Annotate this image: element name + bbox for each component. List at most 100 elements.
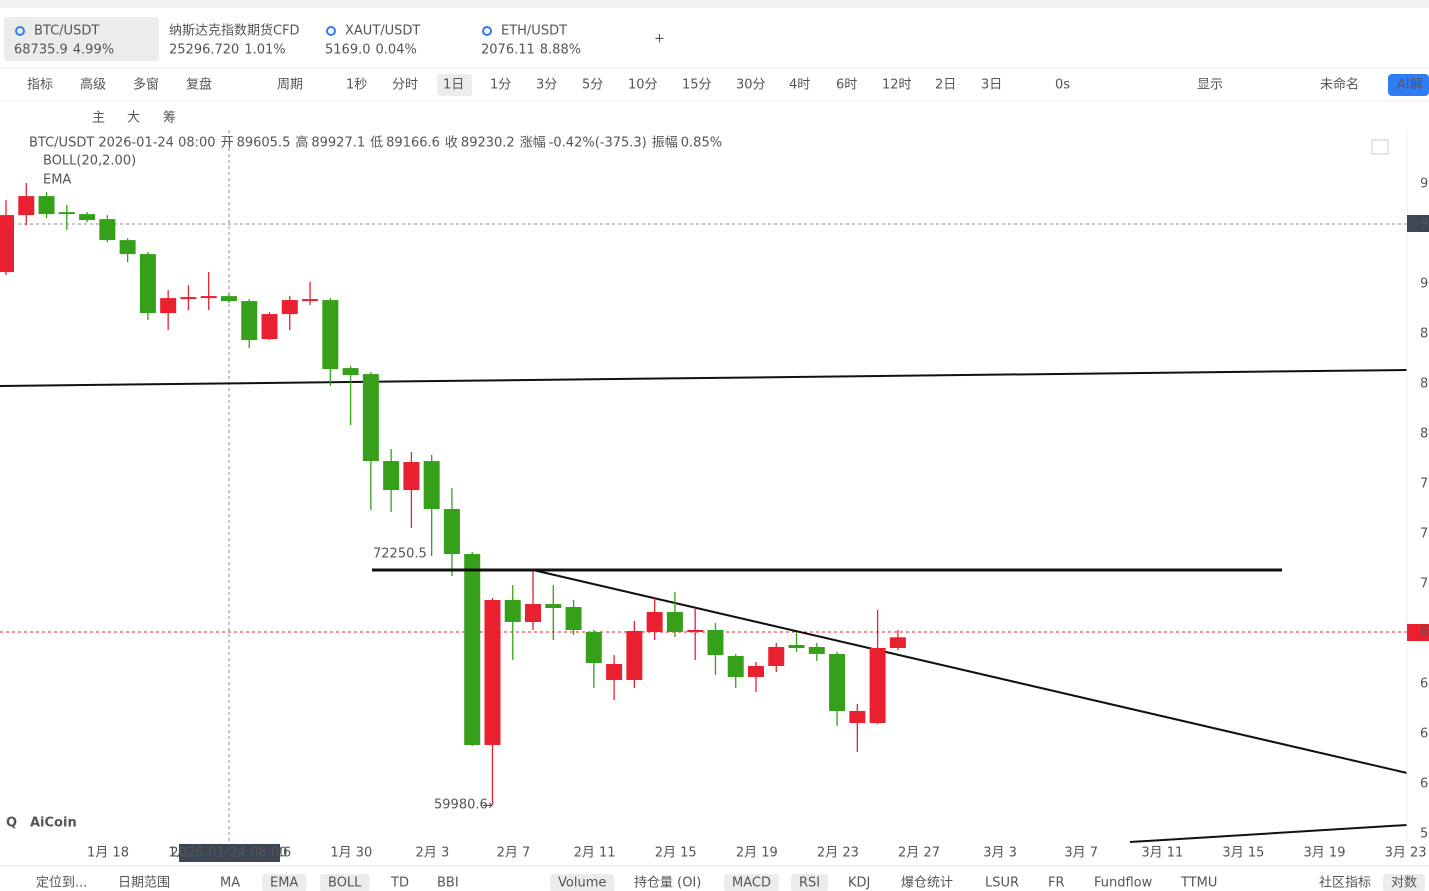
toolbar-item[interactable]: 高级 [80, 77, 106, 93]
drawing-tool[interactable]: 筹 [163, 110, 176, 126]
expand-icon[interactable] [1371, 139, 1389, 155]
candle-body [0, 215, 14, 273]
toolbar-item[interactable]: 多窗 [133, 77, 159, 93]
candle-body [200, 296, 217, 299]
candle-body [768, 646, 785, 666]
candle-body [302, 299, 319, 302]
toolbar-item[interactable]: 15分 [682, 78, 712, 93]
toolbar-item[interactable]: 未命名 [1320, 77, 1359, 93]
toolbar-item[interactable]: 4时 [789, 78, 810, 93]
ticker-symbol[interactable]: 纳斯达克指数期货CFD [169, 23, 300, 39]
bottom-item[interactable]: 爆仓统计 [901, 876, 953, 891]
date-label: 2月 15 [655, 846, 697, 861]
toolbar-item[interactable]: 0s [1055, 78, 1070, 93]
toolbar-item[interactable]: 12时 [882, 78, 912, 93]
price-axis-label: 7 [1420, 527, 1428, 542]
crosshair-date-box [179, 844, 280, 862]
toolbar-item[interactable]: 周期 [277, 78, 303, 93]
toolbar-item[interactable]: 10分 [628, 78, 658, 93]
candle-body [139, 254, 156, 314]
trend-line[interactable] [0, 369, 1408, 387]
toolbar-item[interactable]: 1分 [490, 78, 511, 93]
bottom-item[interactable]: 日期范围 [118, 876, 170, 891]
candle-body [119, 240, 136, 255]
bottom-item[interactable]: BOLL [328, 876, 362, 891]
toolbar-item[interactable]: 指标 [27, 78, 53, 93]
ai-button[interactable] [1388, 74, 1429, 96]
ticker-symbol[interactable]: BTC/USDT [34, 24, 99, 39]
indicator-label[interactable]: BOLL(20,2.00) [43, 154, 136, 169]
toolbar-item[interactable]: 复盘 [186, 77, 212, 93]
candle-body [545, 604, 562, 609]
candle-body [849, 710, 866, 723]
candle-body [38, 196, 55, 215]
bottom-item[interactable]: TTMU [1180, 876, 1217, 891]
bottom-item[interactable]: 对数 [1391, 876, 1417, 891]
ticker-change: 1.01% [244, 43, 285, 58]
crosshair-price: 9 [1420, 217, 1428, 232]
toolbar-item[interactable]: 6时 [836, 78, 857, 93]
candle-body [889, 637, 906, 648]
bottom-item-bg [320, 874, 370, 891]
ohlc-value: 0.85% [681, 136, 722, 151]
trend-line[interactable] [1129, 824, 1408, 843]
selected-period[interactable] [437, 74, 472, 96]
date-label: 2月 27 [898, 846, 940, 861]
price-axis-label: 7 [1420, 577, 1428, 592]
toolbar-item[interactable]: 5分 [582, 78, 603, 93]
price-axis-label: 6 [1420, 727, 1428, 742]
ticker-price: 68735.9 [14, 43, 68, 58]
bottom-item[interactable]: TD [390, 876, 409, 891]
bottom-item[interactable]: MACD [732, 876, 771, 891]
candle-body [727, 655, 744, 677]
bottom-item[interactable]: Fundflow [1094, 876, 1153, 891]
bottom-item[interactable]: 持仓量 (OI) [634, 876, 701, 891]
bottom-item[interactable]: BBI [437, 876, 459, 891]
candle-body [79, 214, 96, 221]
candle-body [504, 600, 521, 622]
toolbar-item[interactable]: 3日 [981, 78, 1002, 93]
price-axis-label: 6 [1420, 677, 1428, 692]
candle-body [362, 374, 379, 462]
toolbar-item[interactable]: 3分 [536, 78, 557, 93]
candle-body [646, 611, 663, 632]
toolbar-item[interactable]: 1秒 [346, 78, 367, 93]
date-label: 3月 15 [1222, 846, 1264, 861]
candle-body [626, 630, 643, 680]
toolbar-item[interactable]: 1日 [443, 78, 464, 93]
toolbar-item[interactable]: 2日 [935, 78, 956, 93]
candle-body [484, 600, 501, 745]
trend-line[interactable] [532, 569, 1408, 774]
crosshair-date: 2026-01-24 08:00 [170, 846, 287, 861]
date-label: 1月 18 [87, 846, 129, 861]
ticker-symbol[interactable]: ETH/USDT [501, 24, 567, 39]
bottom-item[interactable]: 定位到... [36, 876, 87, 891]
bottom-item[interactable]: Volume [558, 876, 606, 891]
ticker-symbol[interactable]: XAUT/USDT [345, 24, 420, 39]
active-tab[interactable] [4, 17, 159, 61]
bottom-item[interactable]: EMA [270, 876, 298, 891]
bottom-item[interactable]: LSUR [985, 876, 1019, 891]
bottom-item[interactable]: RSI [799, 876, 820, 891]
candle-body [383, 461, 400, 491]
toolbar-item[interactable]: 显示 [1197, 78, 1223, 93]
price-axis-label: 8 [1420, 377, 1428, 392]
drawing-tool[interactable]: 大 [127, 111, 140, 126]
candle-body [18, 196, 35, 216]
candle-body [565, 606, 582, 630]
candle-body [585, 631, 602, 663]
bottom-item[interactable]: KDJ [848, 876, 870, 891]
drawing-tool[interactable]: 主 [92, 111, 105, 126]
toolbar-item[interactable]: 分时 [392, 78, 418, 93]
toolbar-item[interactable]: AI解 [1397, 78, 1423, 93]
bottom-item[interactable]: MA [220, 876, 240, 891]
date-label: 1月 30 [330, 846, 372, 861]
candle-body [687, 629, 704, 632]
indicator-label[interactable]: EMA [43, 173, 71, 188]
bottom-item[interactable]: FR [1048, 876, 1065, 891]
add-tab[interactable]: + [654, 32, 665, 47]
toolbar-item[interactable]: 30分 [736, 78, 766, 93]
bottom-item[interactable]: 社区指标 [1319, 875, 1371, 891]
candle-body [241, 301, 258, 341]
